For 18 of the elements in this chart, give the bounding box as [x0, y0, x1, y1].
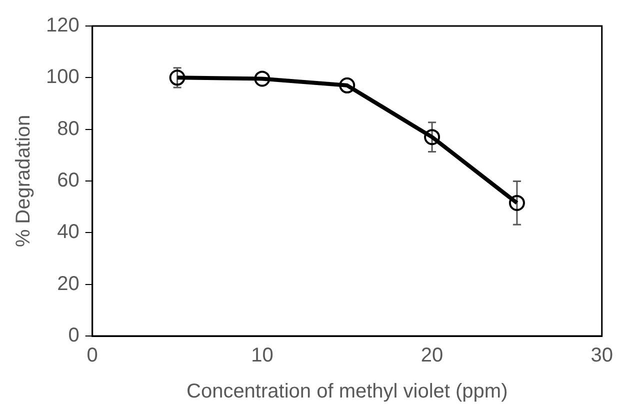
y-tick-label: 60: [57, 170, 80, 192]
y-tick-label: 120: [46, 14, 80, 37]
point: [339, 77, 356, 94]
y-tick-label: 0: [68, 324, 80, 347]
point: [508, 194, 525, 211]
x-tick-label: 10: [251, 344, 274, 367]
x-tick-label: 30: [590, 344, 613, 367]
x-tick-label: 0: [86, 344, 98, 367]
point: [424, 129, 440, 146]
y-tick-label: 80: [57, 118, 80, 140]
x-axis-title: Concentration of methyl violet (ppm): [186, 380, 508, 403]
y-tick-label: 20: [57, 272, 80, 295]
point: [169, 70, 186, 86]
y-axis-title: % Degradation: [12, 114, 35, 248]
y-tick-label: 100: [46, 66, 80, 88]
x-tick-label: 20: [420, 344, 444, 367]
y-tick-label: 40: [57, 221, 80, 244]
point: [254, 70, 270, 87]
